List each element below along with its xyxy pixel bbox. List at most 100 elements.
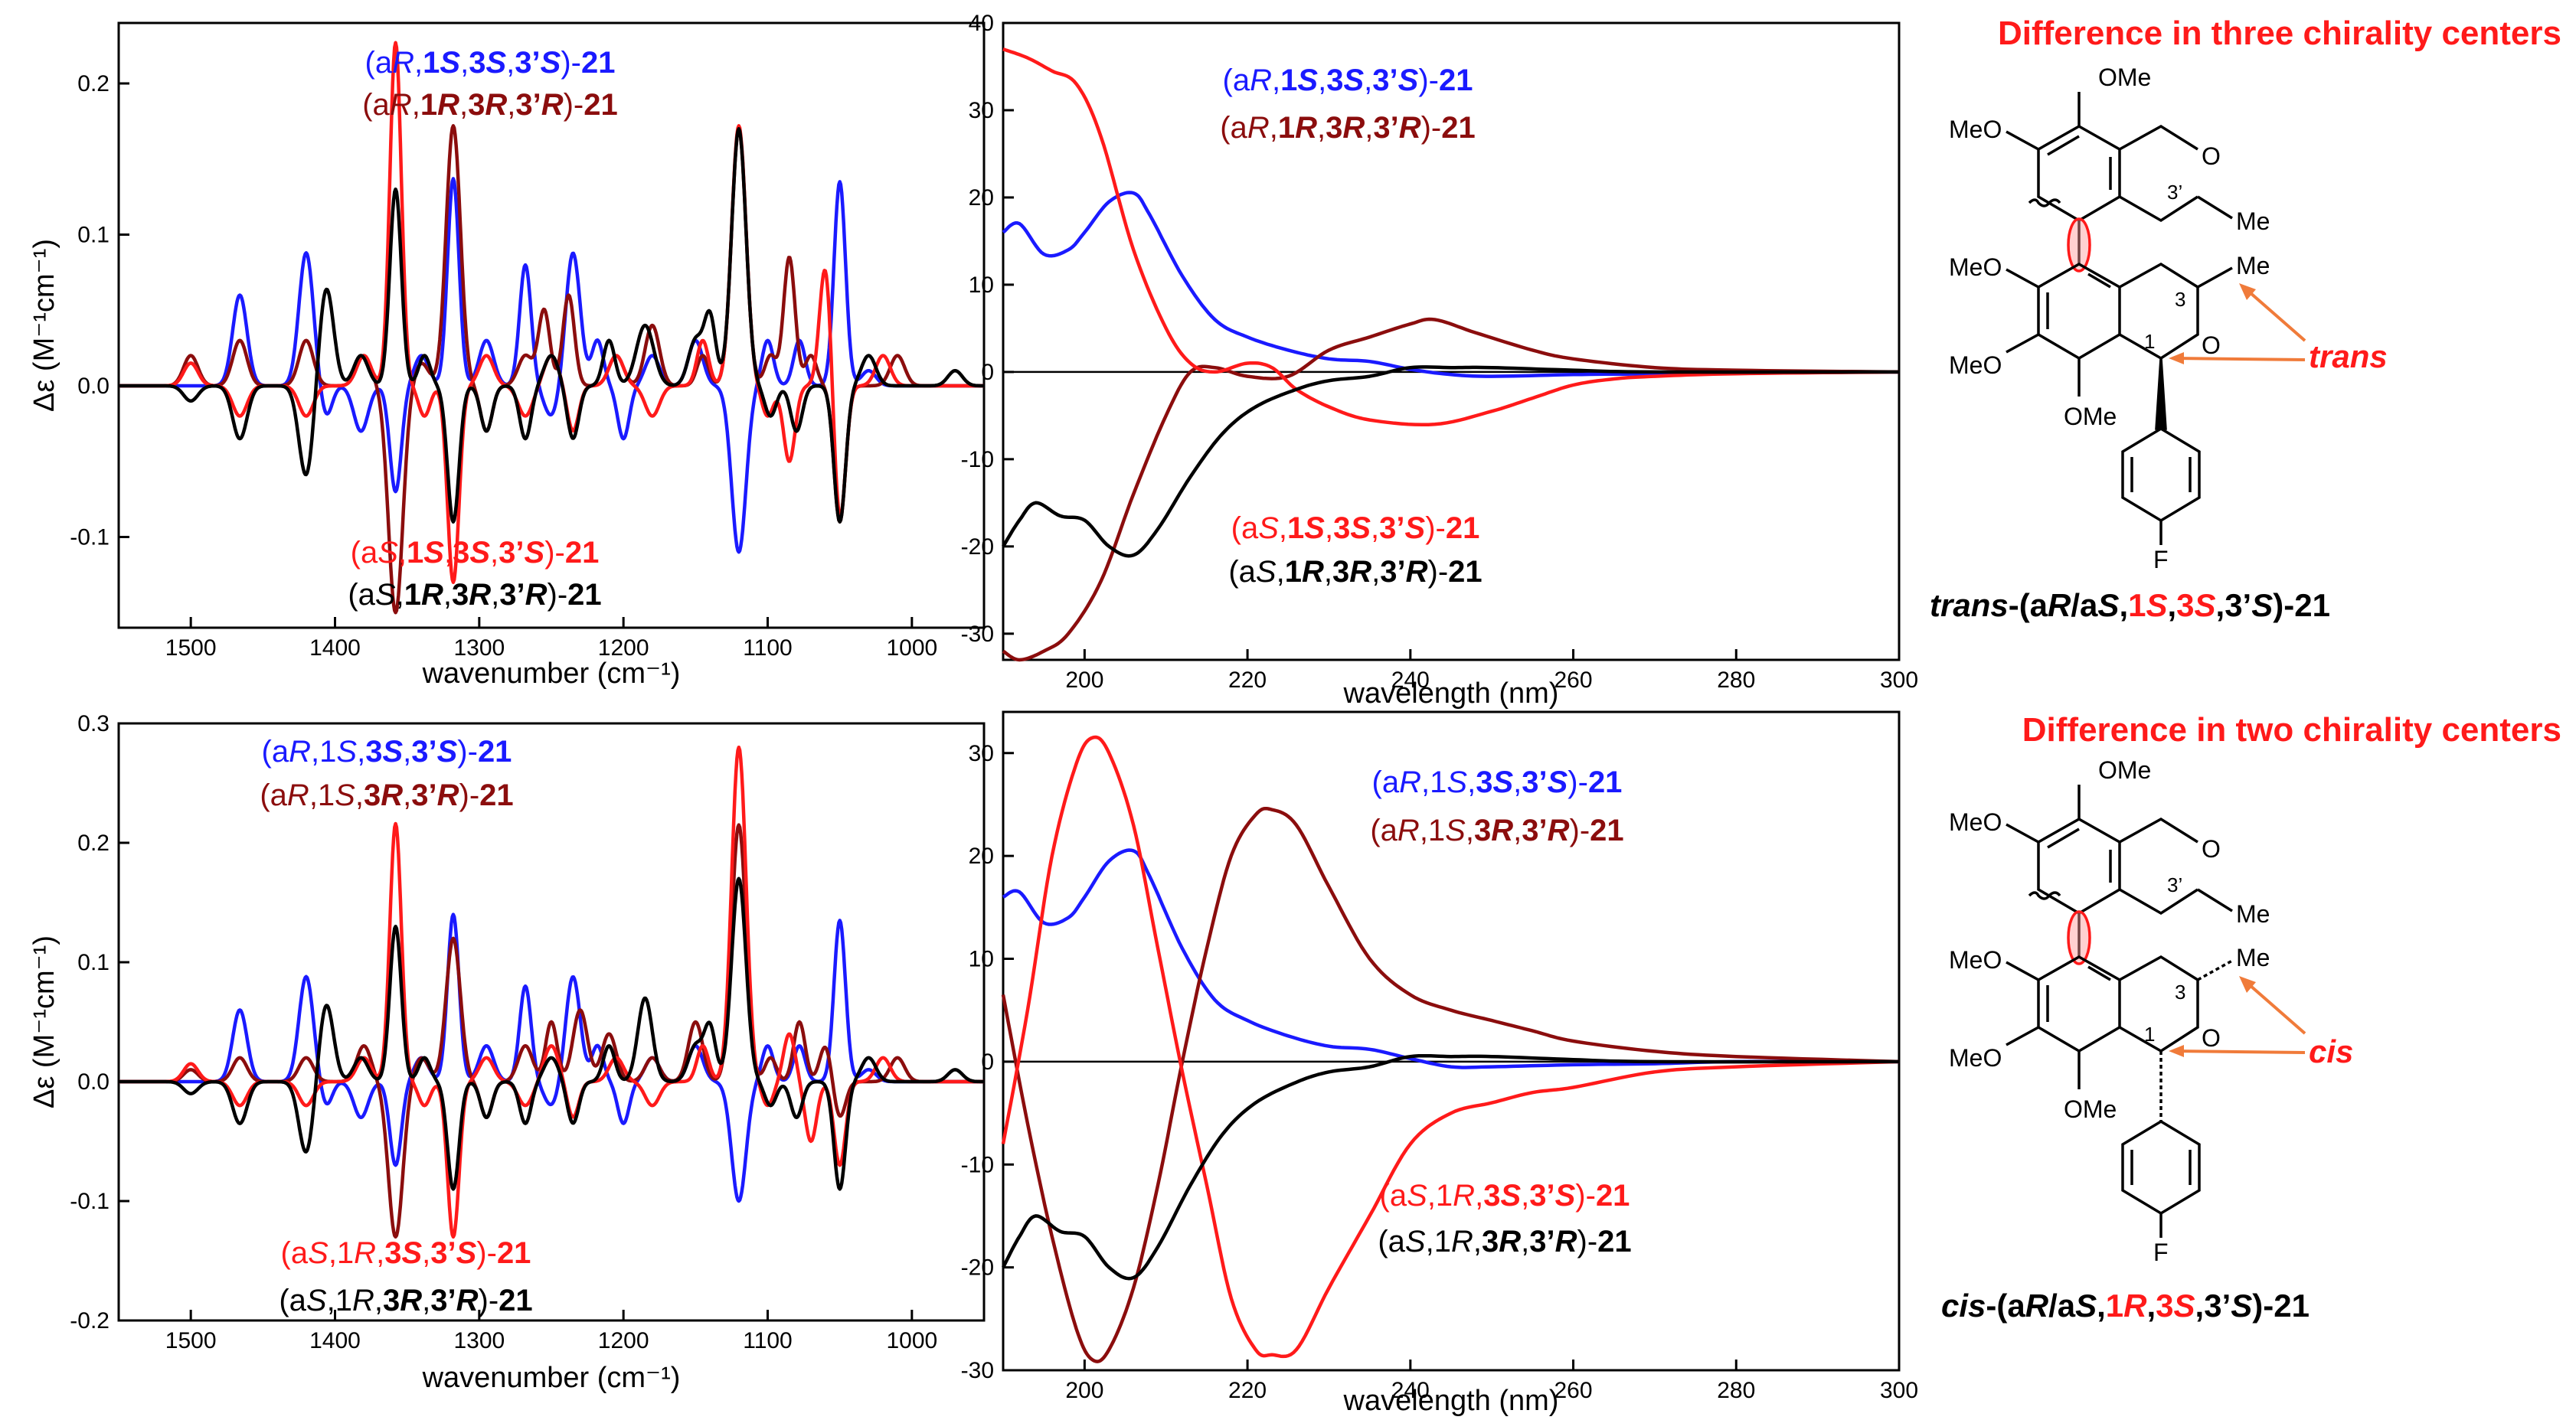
ir-cis-series-darkred xyxy=(118,823,985,1239)
ecd-trans-legend-top-segment: (a xyxy=(1220,111,1247,145)
ir-trans-legend-bottom-segment: )- xyxy=(544,536,565,570)
cap-trans-segment: S xyxy=(2251,587,2273,623)
ecd-cis-legend-top-segment: )- xyxy=(1568,765,1588,799)
ir-cis-legend-bottom-segment: S xyxy=(401,1236,422,1270)
ir-cis-y-tick-label: -0.1 xyxy=(70,1189,110,1214)
ecd-trans-legend-top-segment: S xyxy=(1398,64,1419,97)
ecd-cis-legend-bottom-segment: R xyxy=(1499,1225,1521,1258)
ir-trans-legend-bottom-segment: , xyxy=(398,536,407,570)
cis-meo-b1-bond xyxy=(2006,961,2039,981)
ecd-cis-series xyxy=(1001,735,1900,1363)
cis-lower-ring-double-bond xyxy=(2087,965,2111,981)
ir-trans-legend-bottom-segment: (a xyxy=(351,536,378,570)
ir-trans-legend-bottom-segment: 3 xyxy=(453,536,469,570)
cis-atom-labels: OMe MeO O Me 3’ MeO MeO Me O 3 1 OMe F xyxy=(1949,756,2270,1266)
ecd-trans-legend-top-segment: )- xyxy=(1421,111,1442,145)
cap-cis-segment: -(a xyxy=(1986,1288,2025,1324)
ecd-cis-legend-top: (aR,1S,3S,3’S)-21(aR,1S,3R,3’R)-21 xyxy=(1370,765,1623,847)
ir-trans-legend-top-segment: 3’ xyxy=(515,46,540,80)
ecd-trans-legend-top-segment: 21 xyxy=(1441,111,1476,145)
ir-trans-legend-bottom-segment: , xyxy=(444,536,453,570)
cis-meo-b2-bond xyxy=(2006,1026,2039,1046)
ecd-trans-legend-bottom-segment: 3’ xyxy=(1379,511,1404,545)
ir-cis-legend-top-segment: S xyxy=(335,779,355,812)
ir-cis-legend-bottom-segment: )- xyxy=(476,1236,497,1270)
ecd-cis-legend-top-segment: 3’ xyxy=(1522,765,1547,799)
ecd-cis-legend-top-segment: S xyxy=(1445,814,1466,847)
cap-cis-segment: S xyxy=(2075,1288,2097,1324)
ecd-cis-series-red xyxy=(1001,735,1900,1359)
ir-cis-legend-bottom-entry: (aS,1R,3R,3’R)-21 xyxy=(279,1284,532,1317)
ir-trans-x-tick-label: 1400 xyxy=(309,635,361,661)
ir-trans-legend-top-segment: )- xyxy=(561,46,581,80)
ecd-trans-legend-top-segment: , xyxy=(1364,64,1372,97)
ir-trans-legend-top-segment: R xyxy=(541,88,564,122)
ecd-cis-legend-top-segment: , xyxy=(1467,765,1476,799)
cis-upper-aromatic-ring xyxy=(2037,817,2121,916)
cap-cis-segment: , xyxy=(2147,1288,2156,1324)
ir-cis-legend-top-segment: (a xyxy=(262,735,289,769)
ir-trans-legend-bottom-segment: , xyxy=(443,578,452,612)
ecd-trans-legend-top-segment: , xyxy=(1317,111,1326,145)
ir-trans-legend-top-segment: , xyxy=(459,88,468,122)
ecd-trans-legend-bottom: (aS,1S,3S,3’S)-21(aS,1R,3R,3’R)-21 xyxy=(1228,511,1482,589)
ecd-cis-legend-top-segment: , xyxy=(1513,814,1522,847)
ir-cis-legend-bottom-entry: (aS,1R,3S,3’S)-21 xyxy=(281,1236,531,1270)
ir-trans-legend-top-segment: R xyxy=(437,88,459,122)
ir-cis-x-tick-label: 1400 xyxy=(309,1328,361,1353)
ir-cis-legend-top-segment: 3’ xyxy=(411,735,436,769)
cap-trans-segment: R xyxy=(2048,587,2071,623)
ecd-trans-y-tick-label: 30 xyxy=(969,98,994,123)
ecd-cis-y-tick-label: -10 xyxy=(961,1152,994,1177)
trans-lower-aromatic-ring xyxy=(2037,262,2121,361)
ecd-cis-series-black xyxy=(1002,1053,1899,1281)
ir-cis-legend-top-segment: R xyxy=(287,779,309,812)
ir-trans-legend-top: (aR,1S,3S,3’S)-21(aR,1R,3R,3’R)-21 xyxy=(362,46,618,122)
ecd-cis-legend-top-segment: , xyxy=(1513,765,1522,799)
ecd-cis-y-tick-label: 0 xyxy=(981,1049,994,1075)
ecd-trans-legend-bottom-segment: 1 xyxy=(1287,511,1304,545)
ir-cis-legend-top-segment: R xyxy=(289,735,311,769)
trans-arrow-to-c3 xyxy=(2242,286,2306,342)
trans-me-b-bond xyxy=(2197,266,2233,289)
cap-cis-segment: S xyxy=(2231,1288,2252,1324)
cis-o-label: O xyxy=(2202,835,2221,863)
ecd-cis-legend-bottom-segment: 21 xyxy=(1597,1225,1632,1258)
trans-atom-labels: OMe MeO O Me 3’ MeO MeO Me O 3 1 OMe F xyxy=(1949,64,2270,573)
ir-cis-legend-bottom-segment: (a xyxy=(281,1236,309,1270)
ecd-trans-legend-top-segment: , xyxy=(1272,64,1280,97)
ecd-cis-legend-bottom-segment: (a xyxy=(1378,1225,1405,1258)
ir-cis-legend-top-segment: ,1 xyxy=(309,779,335,812)
ecd-trans-y-tick-label: -20 xyxy=(961,534,994,560)
ir-cis-legend-top-segment: )- xyxy=(459,779,480,812)
ecd-trans-legend-top-segment: R xyxy=(1342,111,1365,145)
ir-trans-series-black xyxy=(118,126,985,524)
ir-trans-legend-bottom-segment: , xyxy=(396,578,404,612)
ecd-trans-legend-bottom-segment: 1 xyxy=(1285,555,1302,589)
trans-c1-label: 1 xyxy=(2144,330,2155,353)
ir-cis-x-axis-label: wavenumber (cm⁻¹) xyxy=(422,1362,681,1394)
ir-cis-legend-bottom-segment: R xyxy=(354,1236,376,1270)
ir-cis-y-tick-label: -0.2 xyxy=(70,1308,110,1333)
ecd-cis-legend-top-segment: S xyxy=(1447,765,1467,799)
cis-caption: cis-(aR/aS,1R,3S,3’S)-21 xyxy=(1941,1288,2310,1324)
ir-trans-legend-top-segment: 1 xyxy=(420,88,437,122)
ir-trans-series-red xyxy=(118,41,985,584)
cis-c3-label: 3 xyxy=(2175,981,2185,1004)
ir-trans-legend-top-segment: S xyxy=(485,46,506,80)
cis-wavy-bond xyxy=(2028,891,2061,900)
ir-trans-legend-top-segment: , xyxy=(507,88,515,122)
ecd-trans-series-black xyxy=(1002,365,1899,558)
ecd-trans-legend-bottom-segment: S xyxy=(1350,511,1371,545)
ir-trans-legend-bottom-segment: , xyxy=(491,578,499,612)
cap-cis-segment: 3 xyxy=(2156,1288,2173,1324)
cap-cis-segment: cis xyxy=(1941,1288,1986,1324)
ecd-trans-legend-bottom-segment: 3’ xyxy=(1380,555,1405,589)
trans-axial-chirality-marker xyxy=(2067,217,2091,273)
ir-trans-y-tick-label: -0.1 xyxy=(70,525,110,550)
ir-cis-series-red xyxy=(118,745,985,1239)
ecd-trans-x-axis-label: wavelength (nm) xyxy=(1343,677,1559,710)
ir-cis-legend-bottom-segment: , xyxy=(422,1236,430,1270)
cis-me-a-label: Me xyxy=(2236,900,2270,928)
ecd-trans-legend-bottom-entry: (aS,1R,3R,3’R)-21 xyxy=(1228,555,1482,589)
